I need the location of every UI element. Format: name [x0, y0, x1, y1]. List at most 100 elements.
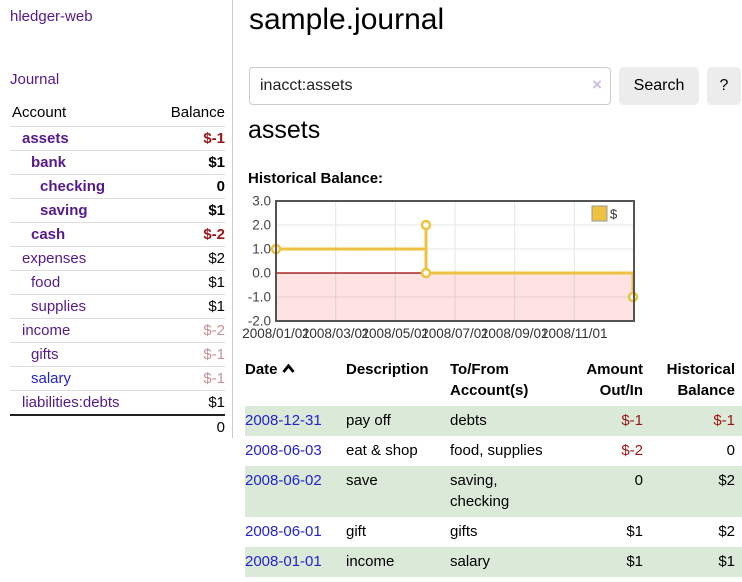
transaction-amount: $1: [626, 553, 643, 570]
account-row-checking: checking 0: [10, 174, 225, 199]
svg-text:3.0: 3.0: [252, 196, 271, 209]
svg-text:2008/01/01: 2008/01/01: [242, 326, 310, 341]
historical-balance-chart: $ 3.0 2.0 1.0 0.0 -1.0 -2.0 2008/01/01 2…: [242, 196, 639, 341]
register-row: 2008-12-31 pay off debts $-1 $-1: [245, 406, 742, 436]
account-link-gifts[interactable]: gifts: [31, 346, 59, 363]
account-link-cash[interactable]: cash: [31, 226, 66, 243]
date-header-label: Date: [245, 361, 278, 378]
account-link-income[interactable]: income: [22, 322, 71, 339]
account-balance: $-1: [153, 366, 225, 391]
register-header-balance: Historical Balance: [666, 361, 735, 399]
register-header-date[interactable]: Date: [245, 357, 346, 406]
search-button[interactable]: Search: [619, 67, 699, 105]
svg-text:2008/11/01: 2008/11/01: [541, 326, 608, 341]
accounts-total-value: 0: [153, 414, 225, 439]
account-row-cash: cash $-2: [10, 222, 225, 247]
transaction-balance: $2: [718, 523, 735, 540]
account-link-bank[interactable]: bank: [31, 154, 67, 171]
account-row-bank: bank $1: [10, 150, 225, 175]
app-brand-link[interactable]: hledger-web: [10, 8, 93, 25]
svg-text:0.0: 0.0: [252, 266, 271, 281]
account-row-salary: salary $-1: [10, 366, 225, 391]
transaction-description: eat & shop: [346, 442, 418, 459]
transaction-amount: $-1: [621, 412, 643, 429]
account-balance: $1: [153, 198, 225, 223]
accounts-total-row: 0: [10, 414, 225, 439]
sort-up-icon: [281, 359, 295, 380]
account-balance: $2: [153, 246, 225, 271]
transaction-description: gift: [346, 523, 367, 540]
account-row-food: food $1: [10, 270, 225, 295]
account-balance: $-2: [153, 222, 225, 247]
chart-legend: $: [591, 205, 618, 222]
account-link-supplies[interactable]: supplies: [31, 298, 87, 315]
account-link-checking[interactable]: checking: [40, 178, 106, 195]
svg-text:2008/07/01: 2008/07/01: [421, 326, 489, 341]
register-header-description: Description: [346, 361, 429, 378]
account-balance: $-1: [153, 126, 225, 151]
transaction-description: pay off: [346, 412, 391, 429]
negative-region-fill: [277, 273, 633, 321]
svg-text:-1.0: -1.0: [248, 290, 271, 305]
register-header-amount: Amount Out/In: [586, 361, 643, 399]
register-header-accounts: To/From Account(s): [450, 361, 529, 399]
transaction-balance: 0: [726, 442, 735, 459]
account-row-expenses: expenses $2: [10, 246, 225, 271]
balance-header: Balance: [170, 104, 225, 121]
help-button[interactable]: ?: [707, 67, 741, 105]
chart-heading: Historical Balance:: [248, 170, 384, 187]
account-link-assets[interactable]: assets: [22, 130, 69, 147]
account-balance: $-1: [153, 342, 225, 367]
accounts-balance-table: Account Balance assets $-1 bank $1 check…: [10, 102, 225, 439]
transaction-date-link[interactable]: 2008-06-03: [245, 442, 322, 459]
register-row: 2008-06-01 gift gifts $1 $2: [245, 517, 742, 547]
account-balance: $1: [153, 270, 225, 295]
search-form: × Search ?: [249, 67, 742, 105]
account-heading: assets: [248, 116, 321, 144]
legend-swatch: [591, 205, 608, 222]
svg-text:2008/09/01: 2008/09/01: [481, 326, 549, 341]
account-link-expenses[interactable]: expenses: [22, 250, 87, 267]
account-row-gifts: gifts $-1: [10, 342, 225, 367]
svg-text:2.0: 2.0: [252, 218, 271, 233]
account-row-supplies: supplies $1: [10, 294, 225, 319]
sidebar-journal-link[interactable]: Journal: [10, 71, 60, 88]
main-content: sample.journal × Search ? assets Histori…: [242, 0, 742, 582]
transaction-date-link[interactable]: 2008-06-02: [245, 472, 322, 489]
account-balance: $1: [153, 390, 225, 415]
plot-border: [275, 200, 635, 322]
search-input[interactable]: [249, 67, 611, 105]
transaction-accounts: food, supplies: [450, 442, 543, 459]
account-link-salary[interactable]: salary: [31, 370, 72, 387]
clear-search-icon[interactable]: ×: [592, 75, 602, 94]
transaction-description: save: [346, 472, 378, 489]
y-axis-labels: 3.0 2.0 1.0 0.0 -1.0 -2.0: [248, 196, 271, 329]
account-row-liabilities-debts: liabilities:debts $1: [10, 390, 225, 415]
transaction-accounts: debts: [450, 412, 487, 429]
svg-text:2008/03/01: 2008/03/01: [302, 326, 370, 341]
account-link-saving[interactable]: saving: [40, 202, 88, 219]
transaction-amount: 0: [634, 472, 643, 489]
transaction-date-link[interactable]: 2008-12-31: [245, 412, 322, 429]
transaction-accounts: saving, checking: [450, 472, 510, 510]
account-link-food[interactable]: food: [31, 274, 61, 291]
account-row-saving: saving $1: [10, 198, 225, 223]
svg-text:-2.0: -2.0: [248, 314, 271, 329]
svg-text:2008/05/01: 2008/05/01: [362, 326, 430, 341]
transaction-date-link[interactable]: 2008-06-01: [245, 523, 322, 540]
accounts-header: Account: [12, 104, 67, 121]
register-row: 2008-06-03 eat & shop food, supplies $-2…: [245, 436, 742, 466]
register-row: 2008-01-01 income salary $1 $1: [245, 547, 742, 577]
account-row-assets: assets $-1: [10, 126, 225, 151]
transaction-date-link[interactable]: 2008-01-01: [245, 553, 322, 570]
account-balance: $-2: [153, 318, 225, 343]
account-link-liabilities-debts[interactable]: liabilities:debts: [22, 394, 120, 411]
transaction-balance: $-1: [713, 412, 735, 429]
account-balance: 0: [153, 174, 225, 199]
register-table: Date Description To/From Account(s) Amou…: [245, 357, 742, 577]
account-row-income: income $-2: [10, 318, 225, 343]
transaction-balance: $2: [718, 472, 735, 489]
page-title: sample.journal: [249, 3, 445, 36]
transaction-balance: $1: [718, 553, 735, 570]
transaction-description: income: [346, 553, 395, 570]
